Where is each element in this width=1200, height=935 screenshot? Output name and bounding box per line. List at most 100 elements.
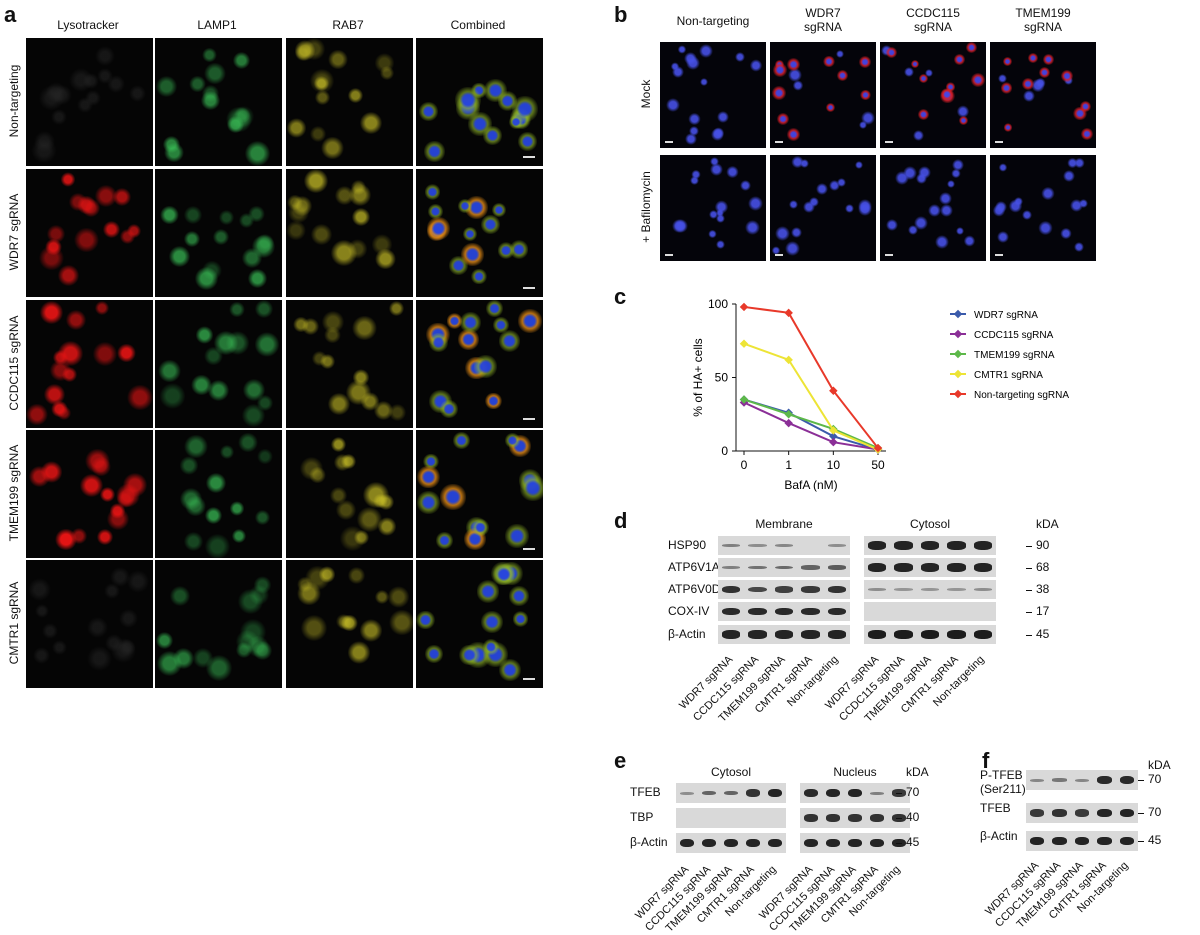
kda-tick xyxy=(896,793,902,794)
cell-blob xyxy=(452,431,470,450)
nucleus-blob xyxy=(860,89,871,101)
nucleus-blob xyxy=(858,201,873,216)
blot-strip xyxy=(676,783,786,803)
cell-blob xyxy=(329,487,347,505)
cell-blob xyxy=(347,87,364,104)
protein-band xyxy=(826,788,840,798)
protein-band xyxy=(894,563,913,572)
cell-blob xyxy=(245,140,271,166)
protein-label-3: β-Actin xyxy=(980,829,1018,843)
micrograph xyxy=(880,155,986,261)
nucleus-blob xyxy=(800,159,809,168)
cell-blob xyxy=(309,467,326,484)
nucleus-blob xyxy=(952,159,964,171)
nucleus-blob xyxy=(823,55,835,68)
protein-band xyxy=(973,588,992,591)
nucleus-blob xyxy=(903,166,917,180)
cell-blob xyxy=(416,491,440,515)
data-point xyxy=(829,432,838,441)
protein-label-1: TFEB xyxy=(630,785,661,799)
nucleus-blob xyxy=(1038,66,1051,78)
protein-band xyxy=(920,541,940,550)
cell-blob xyxy=(242,404,266,428)
cell-blob xyxy=(49,359,72,382)
series-line-4 xyxy=(743,342,879,451)
micrograph xyxy=(286,300,413,428)
nucleus-blob xyxy=(710,163,723,176)
cell-blob xyxy=(220,445,235,460)
protein-band xyxy=(748,544,767,547)
nucleus-blob xyxy=(726,165,739,179)
cell-blob xyxy=(460,312,481,334)
nucleus-blob xyxy=(996,231,1010,244)
cell-blob xyxy=(117,343,136,363)
cell-blob xyxy=(213,331,238,356)
legend-marker xyxy=(953,369,963,379)
cell-blob xyxy=(204,506,223,525)
cell-blob xyxy=(183,531,203,552)
protein-band xyxy=(868,541,887,550)
blot-strip xyxy=(676,833,786,853)
cell-blob xyxy=(323,326,341,344)
protein-band xyxy=(1119,836,1134,846)
nucleus-blob xyxy=(945,82,956,92)
column-header-1: Non-targeting xyxy=(676,14,750,28)
row-label-1: Mock xyxy=(639,79,653,109)
cell-blob xyxy=(159,383,186,410)
cell-blob xyxy=(201,90,221,110)
protein-band xyxy=(722,607,741,616)
nucleus-blob xyxy=(914,215,928,230)
nucleus-blob xyxy=(939,203,954,217)
cell-blob xyxy=(286,118,307,138)
nucleus-blob xyxy=(1061,69,1074,82)
scale-bar xyxy=(775,254,783,256)
group-header-1: Membrane xyxy=(755,517,813,531)
cell-blob xyxy=(346,379,372,405)
cell-blob xyxy=(119,229,135,245)
nucleus-blob xyxy=(1074,157,1085,169)
protein-band xyxy=(870,838,884,848)
protein-band xyxy=(827,565,846,570)
cell-blob xyxy=(233,51,251,70)
protein-band xyxy=(827,544,846,547)
cell-blob xyxy=(509,586,529,606)
cell-blob xyxy=(127,384,153,410)
nucleus-blob xyxy=(825,102,835,112)
nucleus-blob xyxy=(708,229,717,239)
protein-band xyxy=(892,838,906,848)
scale-bar xyxy=(523,287,535,289)
cell-blob xyxy=(83,73,100,89)
protein-label-4: COX-IV xyxy=(668,604,710,618)
nucleus-blob xyxy=(959,116,968,125)
protein-band xyxy=(774,565,794,570)
cell-blob xyxy=(164,142,184,163)
cell-blob xyxy=(348,184,371,207)
data-point xyxy=(829,426,838,435)
protein-band xyxy=(947,588,966,591)
cell-blob xyxy=(374,401,394,420)
nucleus-blob xyxy=(965,42,977,54)
cell-blob xyxy=(58,265,80,287)
protein-band xyxy=(748,565,767,570)
cell-blob xyxy=(213,229,229,245)
micrograph xyxy=(416,300,543,428)
cell-blob xyxy=(388,404,406,422)
blot-strip xyxy=(800,783,910,803)
series-line-5 xyxy=(743,305,879,449)
nucleus-blob xyxy=(690,175,700,185)
cell-blob xyxy=(331,240,357,266)
cell-blob xyxy=(426,217,450,241)
cell-blob xyxy=(388,300,404,316)
nucleus-blob xyxy=(1008,199,1022,213)
cell-blob xyxy=(253,640,272,660)
kda-header: kDA xyxy=(906,765,929,779)
cell-blob xyxy=(331,437,347,453)
nucleus-blob xyxy=(791,227,802,238)
protein-band xyxy=(768,838,782,848)
protein-band xyxy=(848,814,862,822)
protein-label-3: β-Actin xyxy=(630,835,668,849)
protein-band xyxy=(1097,775,1112,785)
kda-tick xyxy=(896,843,902,844)
cell-blob xyxy=(287,195,303,211)
protein-band xyxy=(748,630,767,639)
